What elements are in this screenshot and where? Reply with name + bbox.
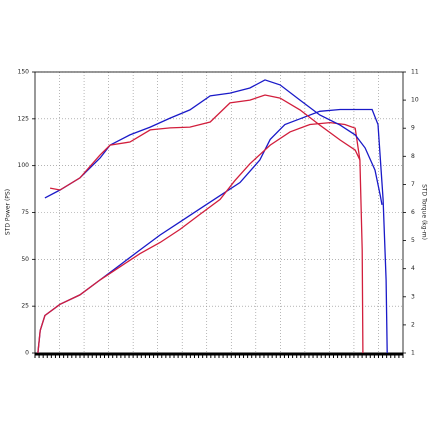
y-tick-label: 100 xyxy=(18,162,30,169)
y-axis-label: STD Power (PS) xyxy=(5,189,12,235)
y2-tick-label: 1 xyxy=(411,350,415,357)
y2-tick-label: 9 xyxy=(411,125,415,132)
y-tick-label: 50 xyxy=(21,256,29,263)
y-tick-label: 25 xyxy=(21,303,29,310)
y2-tick-label: 5 xyxy=(411,237,415,244)
y2-tick-label: 7 xyxy=(411,181,415,188)
y2-tick-label: 2 xyxy=(411,321,415,328)
y-tick-label: 0 xyxy=(25,350,29,357)
y2-tick-label: 4 xyxy=(411,265,415,272)
y2-axis-label: STD Torque (kg-m) xyxy=(421,184,428,240)
y2-tick-label: 8 xyxy=(411,153,415,160)
y2-tick-label: 3 xyxy=(411,293,415,300)
y-tick-label: 150 xyxy=(18,69,30,76)
y2-tick-label: 11 xyxy=(411,69,419,76)
y-tick-label: 125 xyxy=(18,115,30,122)
y2-tick-label: 10 xyxy=(411,97,419,104)
line xyxy=(49,94,361,191)
line xyxy=(37,121,364,354)
y-tick-label: 75 xyxy=(21,209,29,216)
line xyxy=(44,79,383,206)
line xyxy=(37,108,388,354)
y2-tick-label: 6 xyxy=(411,209,415,216)
